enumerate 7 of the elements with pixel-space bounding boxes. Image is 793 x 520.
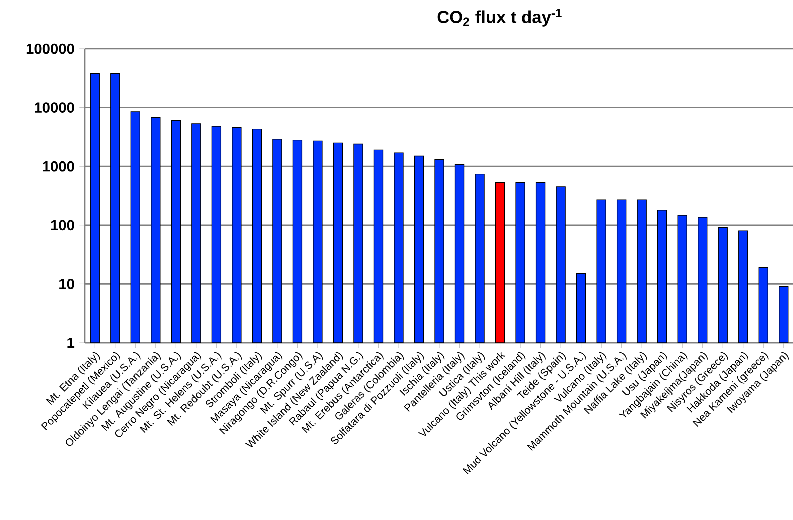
y-tick-label: 10 [60, 279, 74, 290]
chart-title: CO$_{2}$ flux t day$^{-1}$ [438, 9, 562, 27]
y-tick-label: 100 [51, 220, 74, 231]
y-tick-label: 1000 [43, 161, 74, 172]
y-tick-label: 10000 [35, 102, 74, 113]
y-tick-label: 100000 [26, 44, 74, 54]
y-tick-label: 1 [68, 338, 75, 348]
